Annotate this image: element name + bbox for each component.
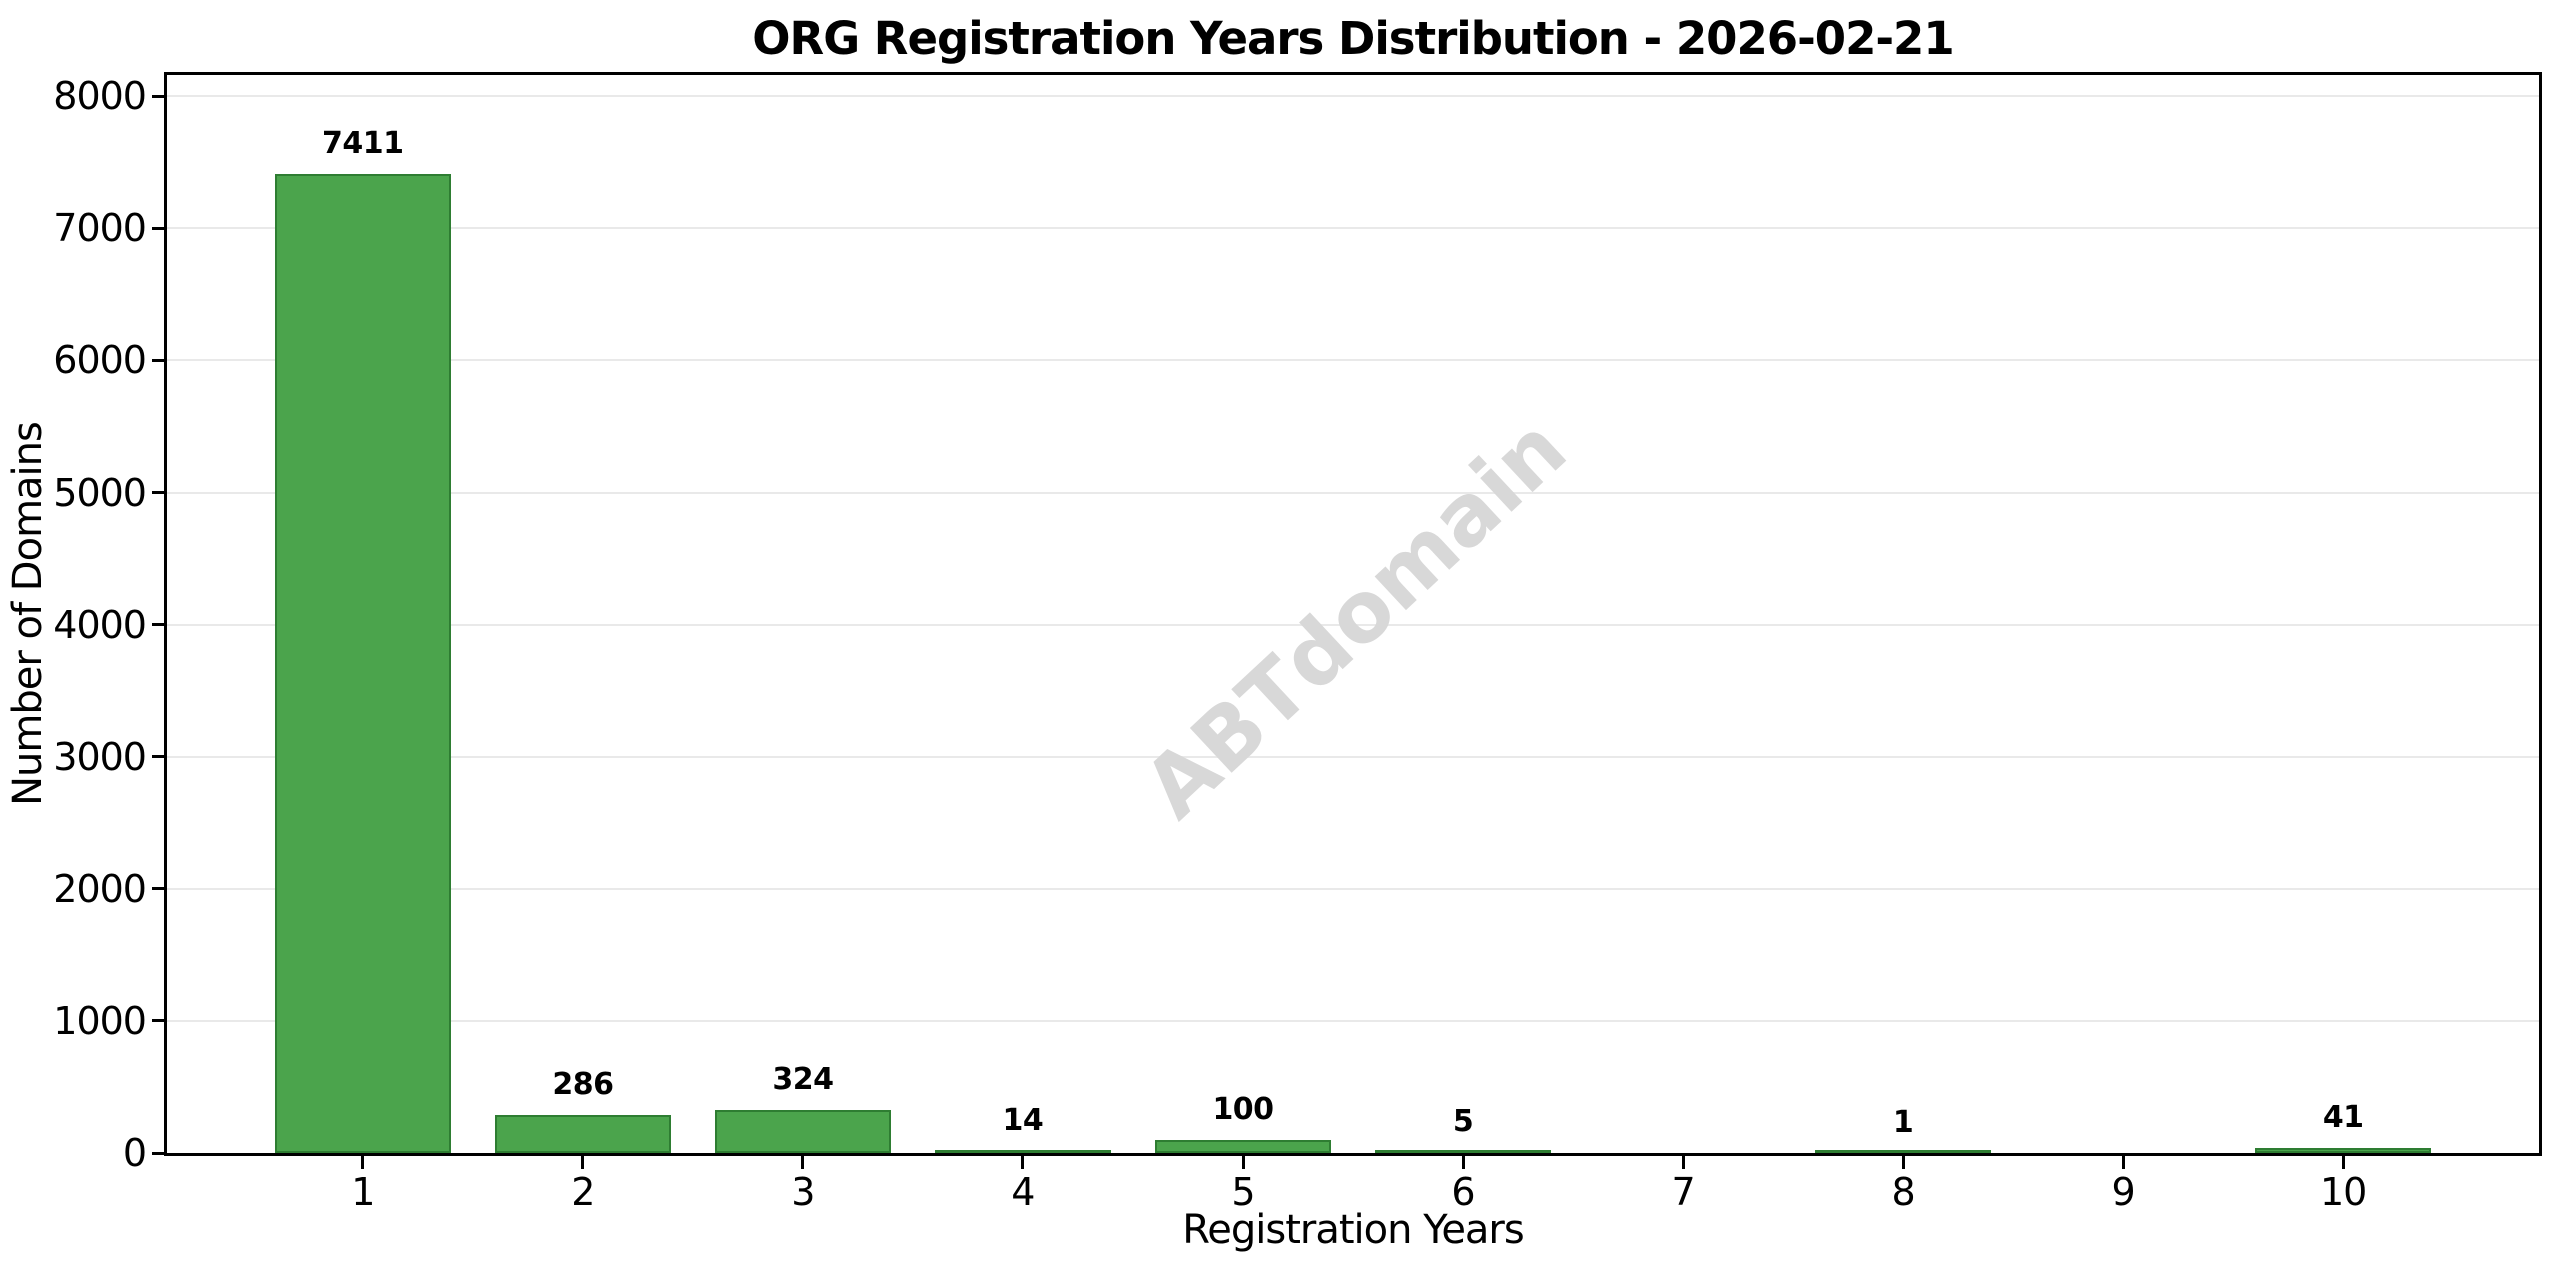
y-tick-mark bbox=[152, 491, 165, 494]
bar-value-label: 100 bbox=[1212, 1091, 1274, 1127]
bar bbox=[2255, 1147, 2432, 1153]
bar bbox=[274, 173, 451, 1153]
bar bbox=[714, 1110, 891, 1153]
y-axis-label: Number of Domains bbox=[5, 422, 51, 806]
x-tick-mark bbox=[1681, 1156, 1685, 1169]
x-tick-label: 3 bbox=[791, 1170, 815, 1214]
x-tick-mark bbox=[1901, 1156, 1905, 1169]
x-tick-mark bbox=[1241, 1156, 1245, 1169]
x-tick-label: 5 bbox=[1231, 1170, 1255, 1214]
y-tick-mark bbox=[152, 226, 165, 230]
y-tick-mark bbox=[152, 358, 165, 362]
bar-value-label: 7411 bbox=[322, 125, 404, 161]
gridline bbox=[167, 623, 2539, 626]
chart-title: ORG Registration Years Distribution - 20… bbox=[752, 12, 1954, 65]
x-tick-label: 8 bbox=[1891, 1170, 1916, 1214]
y-tick-label: 1000 bbox=[53, 998, 147, 1043]
bar-value-label: 324 bbox=[772, 1062, 834, 1098]
bar-value-label: 41 bbox=[2322, 1099, 2364, 1135]
y-tick-mark bbox=[152, 94, 165, 98]
gridline bbox=[167, 491, 2539, 494]
y-tick-mark bbox=[152, 887, 165, 891]
x-tick-mark bbox=[1461, 1156, 1465, 1169]
y-tick-label: 8000 bbox=[53, 74, 147, 119]
y-tick-label: 2000 bbox=[53, 866, 147, 911]
bar bbox=[1375, 1150, 1551, 1153]
x-tick-label: 7 bbox=[1671, 1170, 1696, 1214]
x-tick-label: 4 bbox=[1011, 1170, 1035, 1214]
y-tick-mark bbox=[152, 623, 165, 627]
y-tick-mark bbox=[152, 1019, 165, 1023]
x-tick-label: 2 bbox=[571, 1170, 595, 1214]
gridline bbox=[167, 95, 2539, 98]
bar-value-label: 5 bbox=[1452, 1104, 1474, 1140]
y-tick-label: 4000 bbox=[53, 602, 147, 647]
gridline bbox=[167, 887, 2539, 890]
bar-value-label: 14 bbox=[1002, 1103, 1044, 1139]
gridline bbox=[167, 227, 2539, 230]
x-tick-mark bbox=[2121, 1156, 2125, 1169]
y-tick-label: 5000 bbox=[53, 470, 147, 515]
y-tick-label: 6000 bbox=[53, 338, 147, 383]
y-tick-mark bbox=[152, 1151, 165, 1155]
x-tick-mark bbox=[801, 1156, 805, 1169]
y-tick-label: 0 bbox=[122, 1131, 147, 1175]
y-tick-label: 3000 bbox=[53, 734, 147, 779]
x-tick-mark bbox=[1021, 1156, 1025, 1169]
y-tick-label: 7000 bbox=[53, 206, 147, 251]
gridline bbox=[167, 359, 2539, 362]
x-tick-label: 6 bbox=[1451, 1170, 1475, 1214]
bar bbox=[934, 1150, 1111, 1153]
x-tick-label: 10 bbox=[2320, 1170, 2367, 1214]
x-tick-label: 1 bbox=[351, 1170, 375, 1214]
x-tick-mark bbox=[2341, 1156, 2345, 1169]
bar-value-label: 286 bbox=[552, 1067, 614, 1103]
x-tick-mark bbox=[581, 1156, 585, 1169]
gridline bbox=[167, 755, 2539, 758]
y-tick-mark bbox=[152, 755, 165, 759]
x-tick-mark bbox=[361, 1156, 365, 1169]
x-axis-label: Registration Years bbox=[1182, 1207, 1524, 1253]
bar bbox=[1815, 1150, 1992, 1153]
bar-value-label: 1 bbox=[1892, 1104, 1914, 1140]
gridline bbox=[167, 1019, 2539, 1022]
bar bbox=[1155, 1139, 1331, 1153]
x-tick-label: 9 bbox=[2111, 1170, 2136, 1214]
bar bbox=[494, 1115, 671, 1153]
